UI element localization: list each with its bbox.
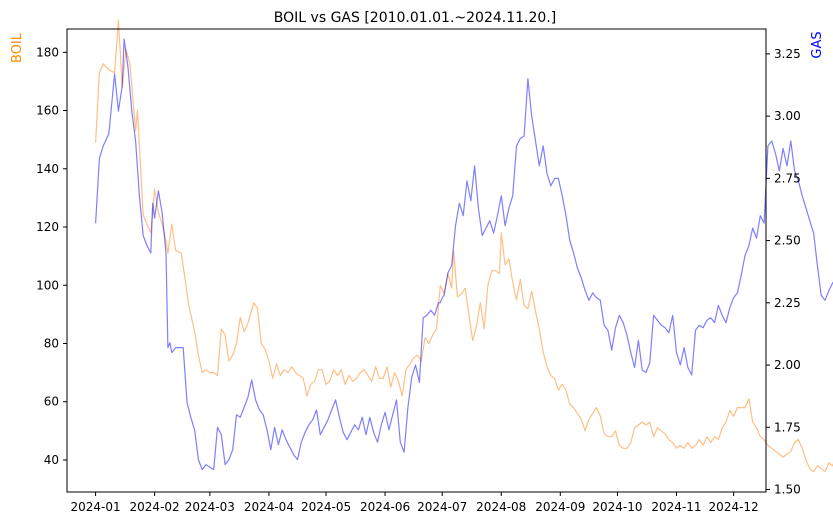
y-left-tick-label: 80	[44, 336, 59, 350]
x-tick-label: 2024-05	[301, 500, 351, 514]
y-right-tick-label: 3.00	[774, 109, 801, 123]
y-left-tick-label: 120	[36, 220, 59, 234]
y-left-tick-label: 160	[36, 104, 59, 118]
series-layer	[95, 19, 833, 473]
plot-frame	[66, 28, 767, 493]
series-line-boil	[95, 19, 833, 473]
x-tick-label: 2024-08	[476, 500, 526, 514]
x-tick-label: 2024-09	[535, 500, 585, 514]
y-right-tick-label: 1.75	[774, 420, 801, 434]
x-tick-label: 2024-12	[709, 500, 759, 514]
y-right-tick-label: 2.00	[774, 358, 801, 372]
y-right-axis-label: GAS	[810, 31, 825, 58]
y-right-tick-label: 2.50	[774, 234, 801, 248]
x-tick-label: 2024-10	[592, 500, 642, 514]
y-left-tick-label: 140	[36, 162, 59, 176]
x-tick-label: 2024-06	[360, 500, 410, 514]
y-left-axis-label: BOIL	[10, 32, 25, 63]
chart-title: BOIL vs GAS [2010.01.01.~2024.11.20.]	[274, 10, 556, 26]
y-left-tick-label: 60	[44, 395, 59, 409]
y-right-tick-label: 1.50	[774, 483, 801, 497]
x-tick-label: 2024-07	[417, 500, 467, 514]
axis-layer: 2024-01 2024-02 2024-03 2024-04 2024-05 2024-…	[36, 45, 801, 514]
y-right-tick-label: 2.25	[774, 296, 801, 310]
y-left-tick-label: 100	[36, 278, 59, 292]
y-right-tick-label: 3.25	[774, 47, 801, 61]
x-tick-label: 2024-11	[651, 500, 701, 514]
x-tick-label: 2024-04	[244, 500, 294, 514]
x-tick-label: 2024-01	[70, 500, 120, 514]
y-right-tick-label: 2.75	[774, 171, 801, 185]
y-left-tick-label: 180	[36, 45, 59, 59]
y-left-tick-label: 40	[44, 453, 59, 467]
x-tick-label: 2024-02	[130, 500, 180, 514]
x-tick-label: 2024-03	[185, 500, 235, 514]
series-line-gas	[95, 38, 833, 471]
